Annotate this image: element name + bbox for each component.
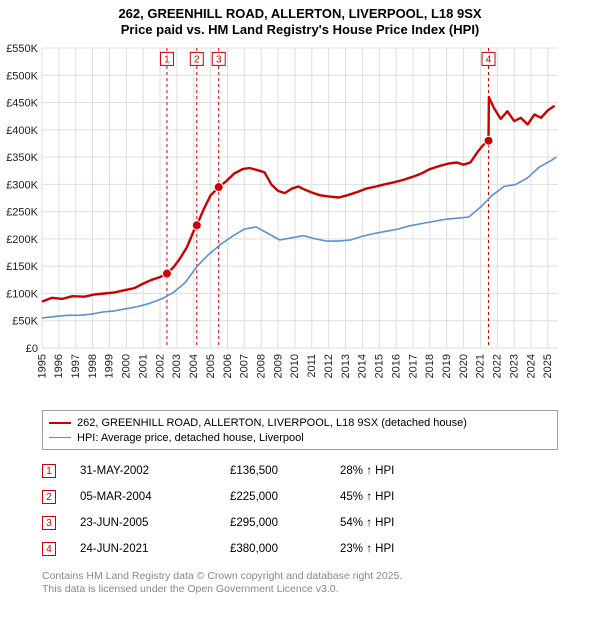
sale-marker-dot xyxy=(214,183,223,192)
x-tick-label: 2014 xyxy=(357,354,369,378)
chart-area: £0 £50K £100K £150K £200K £250K £300K £350K £400… xyxy=(0,40,600,400)
x-tick-label: 2013 xyxy=(340,354,352,378)
legend-swatch xyxy=(49,422,71,424)
chart-svg: £0 £50K £100K £150K £200K £250K £300K £350K £400… xyxy=(0,40,600,400)
y-tick-label: £550K xyxy=(6,43,38,55)
x-tick-label: 2023 xyxy=(508,354,520,378)
title-subtitle: Price paid vs. HM Land Registry's House … xyxy=(0,22,600,38)
row-pct: 28% ↑ HPI xyxy=(340,465,394,477)
title-address: 262, GREENHILL ROAD, ALLERTON, LIVERPOOL… xyxy=(0,6,600,22)
legend-swatch xyxy=(49,437,71,438)
y-tick-label: £250K xyxy=(6,207,38,219)
x-tick-label: 2006 xyxy=(222,354,234,378)
attribution-block: Contains HM Land Registry data © Crown c… xyxy=(42,570,402,596)
x-tick-label: 2000 xyxy=(121,354,133,378)
x-tick-label: 2024 xyxy=(525,354,537,378)
attribution-line2: This data is licensed under the Open Gov… xyxy=(42,583,402,596)
x-tick-label: 2007 xyxy=(239,354,251,378)
row-marker-number: 3 xyxy=(42,516,56,530)
row-marker-number: 2 xyxy=(42,490,56,504)
row-price: £295,000 xyxy=(230,517,340,529)
sale-marker-dot xyxy=(162,269,171,278)
x-tick-label: 1996 xyxy=(53,354,65,378)
event-marker-number: 2 xyxy=(194,54,200,65)
sales-table: 1 31-MAY-2002£136,50028% ↑ HPI 2 05-MAR-200… xyxy=(42,458,394,562)
x-tick-label: 1998 xyxy=(87,354,99,378)
table-row: 4 24-JUN-2021£380,00023% ↑ HPI xyxy=(42,536,394,562)
y-tick-label: £350K xyxy=(6,152,38,164)
row-pct: 23% ↑ HPI xyxy=(340,543,394,555)
x-tick-label: 2012 xyxy=(323,354,335,378)
legend-box: 262, GREENHILL ROAD, ALLERTON, LIVERPOOL… xyxy=(42,410,558,450)
row-marker-number: 1 xyxy=(42,464,56,478)
event-marker-number: 4 xyxy=(486,54,492,65)
x-tick-label: 2025 xyxy=(542,354,554,378)
row-pct: 45% ↑ HPI xyxy=(340,491,394,503)
row-price: £136,500 xyxy=(230,465,340,477)
legend-label: 262, GREENHILL ROAD, ALLERTON, LIVERPOOL… xyxy=(77,417,467,429)
x-tick-label: 1995 xyxy=(36,354,48,378)
x-tick-label: 2004 xyxy=(188,354,200,378)
x-tick-label: 2008 xyxy=(256,354,268,378)
row-date: 24-JUN-2021 xyxy=(80,543,230,555)
legend-label: HPI: Average price, detached house, Live… xyxy=(77,432,304,444)
x-tick-label: 2019 xyxy=(441,354,453,378)
row-price: £225,000 xyxy=(230,491,340,503)
legend-row: 262, GREENHILL ROAD, ALLERTON, LIVERPOOL… xyxy=(49,415,551,430)
y-tick-label: £0 xyxy=(26,343,38,355)
x-tick-label: 2015 xyxy=(374,354,386,378)
x-tick-label: 1997 xyxy=(70,354,82,378)
table-row: 1 31-MAY-2002£136,50028% ↑ HPI xyxy=(42,458,394,484)
x-tick-label: 2001 xyxy=(137,354,149,378)
x-tick-label: 2018 xyxy=(424,354,436,378)
sale-marker-dot xyxy=(192,221,201,230)
y-tick-label: £150K xyxy=(6,261,38,273)
y-tick-label: £50K xyxy=(12,316,38,328)
y-tick-label: £300K xyxy=(6,179,38,191)
y-tick-label: £400K xyxy=(6,125,38,137)
row-marker-number: 4 xyxy=(42,542,56,556)
x-tick-label: 1999 xyxy=(104,354,116,378)
chart-container: 262, GREENHILL ROAD, ALLERTON, LIVERPOOL… xyxy=(0,0,600,620)
row-date: 23-JUN-2005 xyxy=(80,517,230,529)
sale-marker-dot xyxy=(484,136,493,145)
row-price: £380,000 xyxy=(230,543,340,555)
x-tick-label: 2011 xyxy=(306,354,318,378)
y-tick-label: £450K xyxy=(6,98,38,110)
event-marker-number: 1 xyxy=(164,54,170,65)
row-date: 31-MAY-2002 xyxy=(80,465,230,477)
x-tick-label: 2021 xyxy=(475,354,487,378)
table-row: 3 23-JUN-2005£295,00054% ↑ HPI xyxy=(42,510,394,536)
x-tick-label: 2017 xyxy=(407,354,419,378)
row-pct: 54% ↑ HPI xyxy=(340,517,394,529)
y-tick-label: £200K xyxy=(6,234,38,246)
attribution-line1: Contains HM Land Registry data © Crown c… xyxy=(42,570,402,583)
legend-row: HPI: Average price, detached house, Live… xyxy=(49,430,551,445)
x-tick-label: 2022 xyxy=(492,354,504,378)
x-tick-label: 2016 xyxy=(390,354,402,378)
title-block: 262, GREENHILL ROAD, ALLERTON, LIVERPOOL… xyxy=(0,0,600,39)
event-marker-number: 3 xyxy=(216,54,222,65)
y-tick-label: £500K xyxy=(6,70,38,82)
x-tick-label: 2020 xyxy=(458,354,470,378)
x-tick-label: 2003 xyxy=(171,354,183,378)
y-tick-label: £100K xyxy=(6,288,38,300)
table-row: 2 05-MAR-2004£225,00045% ↑ HPI xyxy=(42,484,394,510)
x-tick-label: 2010 xyxy=(289,354,301,378)
x-tick-label: 2009 xyxy=(272,354,284,378)
x-tick-label: 2005 xyxy=(205,354,217,378)
row-date: 05-MAR-2004 xyxy=(80,491,230,503)
x-tick-label: 2002 xyxy=(154,354,166,378)
